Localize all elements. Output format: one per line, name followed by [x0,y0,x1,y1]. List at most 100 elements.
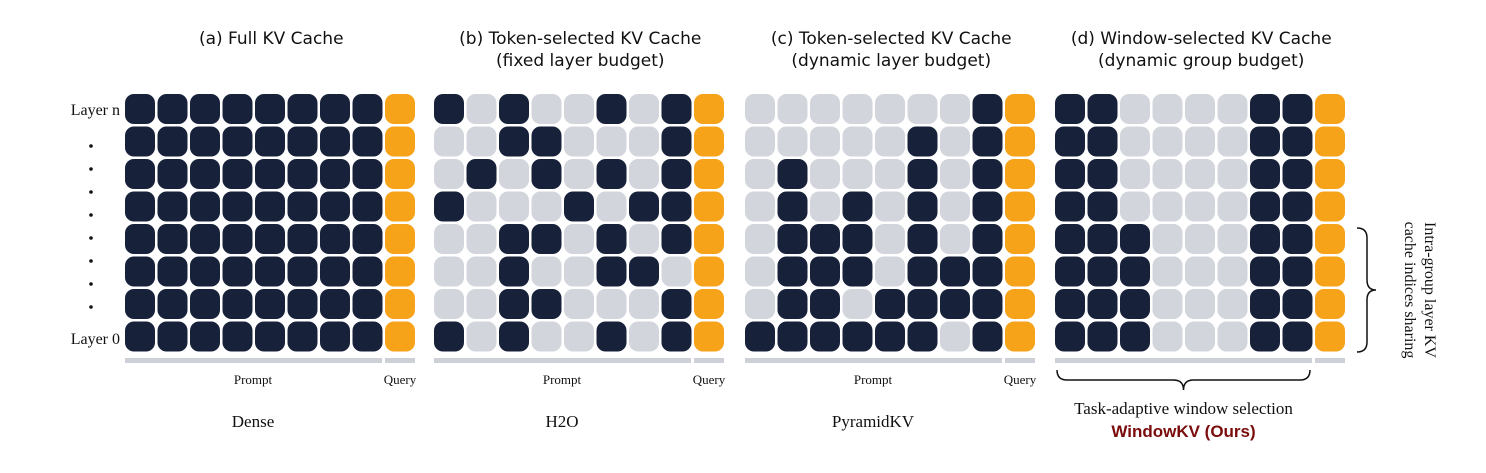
evicted-kv-cell [466,321,497,352]
kept-kv-cell [222,289,253,319]
kept-kv-cell [940,256,970,287]
ellipsis-dot [89,190,93,194]
kept-kv-cell [255,126,285,157]
kept-kv-cell [777,159,808,189]
kept-kv-cell [499,289,529,319]
kept-kv-cell [842,256,873,287]
evicted-kv-cell [745,191,775,222]
evicted-kv-cell [745,159,775,189]
evicted-kv-cell [466,256,497,287]
kept-kv-cell [1120,289,1150,319]
query-bar [1315,358,1345,363]
layer-ellipsis-dots [89,144,93,309]
query-cell [694,159,724,189]
kept-kv-cell [352,191,383,222]
kept-kv-cell [1087,191,1118,222]
evicted-kv-cell [531,321,562,352]
kept-kv-cell [875,321,905,352]
evicted-kv-cell [745,94,775,124]
evicted-kv-cell [1152,159,1183,189]
kept-kv-cell [125,126,155,157]
kept-kv-cell [1055,289,1085,319]
kept-kv-cell [661,224,692,254]
kept-kv-cell [972,191,1003,222]
ours-label: WindowKV (Ours) [1111,422,1255,441]
method-label: PyramidKV [832,412,915,431]
evicted-kv-cell [1217,94,1248,124]
kept-kv-cell [499,321,529,352]
kept-kv-cell [907,224,938,254]
kept-kv-cell [907,126,938,157]
evicted-kv-cell [940,159,970,189]
side-label-line2: cache indices sharing [1401,222,1418,359]
kept-kv-cell [810,289,840,319]
kept-kv-cell [907,159,938,189]
query-cell [385,321,415,352]
kept-kv-cell [287,321,318,352]
kept-kv-cell [1250,94,1280,124]
evicted-kv-cell [1217,159,1248,189]
query-cell [694,224,724,254]
query-bar [694,358,724,363]
kept-kv-cell [222,126,253,157]
evicted-kv-cell [661,256,692,287]
kept-kv-cell [972,126,1003,157]
evicted-kv-cell [875,126,905,157]
kept-kv-cell [190,159,220,189]
prompt-bar [125,358,382,363]
kept-kv-cell [352,289,383,319]
kept-kv-cell [190,126,220,157]
query-cell [694,256,724,287]
kept-kv-cell [531,126,562,157]
evicted-kv-cell [1120,159,1150,189]
kept-kv-cell [320,289,350,319]
kept-kv-cell [255,224,285,254]
evicted-kv-cell [1217,126,1248,157]
query-cell [1315,159,1345,189]
kept-kv-cell [564,191,594,222]
evicted-kv-cell [434,159,464,189]
query-cell [694,126,724,157]
kept-kv-cell [1087,94,1118,124]
kept-kv-cell [125,191,155,222]
right-brace [1356,227,1377,353]
evicted-kv-cell [531,256,562,287]
kept-kv-cell [1120,224,1150,254]
side-annotation: Intra-group layer KV cache indices shari… [1356,222,1438,359]
evicted-kv-cell [842,159,873,189]
evicted-kv-cell [842,94,873,124]
ellipsis-dot [89,305,93,309]
evicted-kv-cell [1185,191,1215,222]
evicted-kv-cell [940,94,970,124]
panel-subtitle: (dynamic layer budget) [791,51,991,71]
kept-kv-cell [661,159,692,189]
query-cell [1315,289,1345,319]
query-cell [1315,94,1345,124]
evicted-kv-cell [564,159,594,189]
kept-kv-cell [287,191,318,222]
kept-kv-cell [255,289,285,319]
query-label: Query [384,372,417,387]
query-cell [1315,191,1345,222]
kept-kv-cell [777,256,808,287]
evicted-kv-cell [1185,126,1215,157]
kept-kv-cell [1055,256,1085,287]
evicted-kv-cell [499,159,529,189]
query-cell [1315,126,1345,157]
kept-kv-cell [810,224,840,254]
kept-kv-cell [287,289,318,319]
kept-kv-cell [157,159,188,189]
kept-kv-cell [531,224,562,254]
kept-kv-cell [157,321,188,352]
prompt-bar [745,358,1002,363]
evicted-kv-cell [1120,191,1150,222]
query-cell [694,321,724,352]
evicted-kv-cell [564,94,594,124]
kept-kv-cell [1055,126,1085,157]
kept-kv-cell [1250,126,1280,157]
kept-kv-cell [777,191,808,222]
ellipsis-dot [89,259,93,263]
kept-kv-cell [157,289,188,319]
kept-kv-cell [596,224,627,254]
kept-kv-cell [320,256,350,287]
